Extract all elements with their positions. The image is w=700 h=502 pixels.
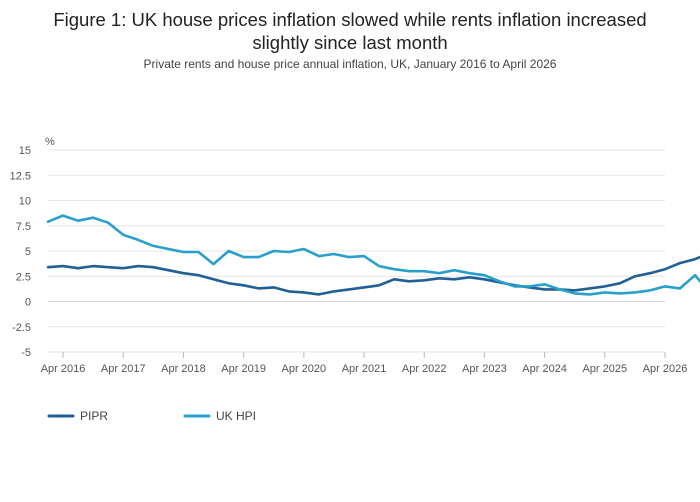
x-tick-label: Apr 2021 bbox=[342, 363, 387, 375]
y-tick-label: -2.5 bbox=[12, 322, 31, 334]
series-lines bbox=[46, 214, 700, 296]
y-axis-label: % bbox=[45, 136, 55, 148]
y-tick-label: 12.5 bbox=[10, 170, 31, 182]
y-tick-label: 7.5 bbox=[16, 221, 31, 233]
x-tick-label: Apr 2024 bbox=[522, 363, 567, 375]
y-tick-label: 2.5 bbox=[16, 271, 31, 283]
chart-title-line-2: slightly since last month bbox=[252, 32, 448, 53]
x-tick-label: Apr 2018 bbox=[161, 363, 206, 375]
x-tick-label: Apr 2016 bbox=[41, 363, 86, 375]
x-axis-ticks: Apr 2016 Apr 2017 Apr 2018 Apr 2019 Apr 2020… bbox=[41, 352, 688, 375]
x-tick-label: Apr 2019 bbox=[221, 363, 266, 375]
x-tick-label: Apr 2023 bbox=[462, 363, 507, 375]
legend-label-uk-hpi: UK HPI bbox=[216, 409, 256, 423]
x-tick-label: Apr 2020 bbox=[282, 363, 327, 375]
y-tick-label: 15 bbox=[19, 145, 31, 157]
y-tick-label: 10 bbox=[19, 196, 31, 208]
y-tick-label: 0 bbox=[25, 297, 31, 309]
x-tick-label: Apr 2017 bbox=[101, 363, 146, 375]
series-line-uk-hpi bbox=[46, 214, 700, 296]
legend-label-pipr: PIPR bbox=[80, 409, 108, 423]
gridlines bbox=[48, 149, 665, 353]
y-tick-label: 5 bbox=[25, 246, 31, 258]
x-tick-label: Apr 2025 bbox=[582, 363, 627, 375]
legend: PIPR UK HPI bbox=[47, 409, 256, 423]
chart-title-line-1: Figure 1: UK house prices inflation slow… bbox=[53, 9, 647, 30]
x-tick-label: Apr 2026 bbox=[643, 363, 688, 375]
y-tick-label: -5 bbox=[21, 347, 31, 359]
chart-subtitle: Private rents and house price annual inf… bbox=[143, 57, 557, 71]
chart-title: Figure 1: UK house prices inflation slow… bbox=[0, 8, 700, 54]
x-tick-label: Apr 2022 bbox=[402, 363, 447, 375]
y-axis-ticks: -5 -2.5 0 2.5 5 7.5 10 12.5 15 bbox=[10, 145, 31, 359]
